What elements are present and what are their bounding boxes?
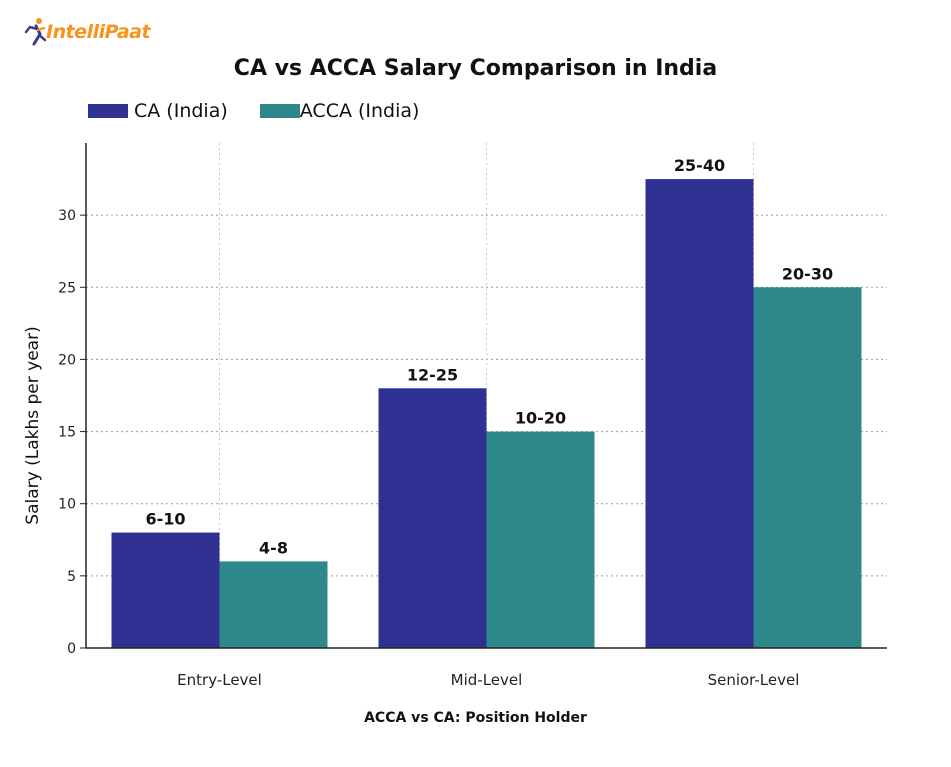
- bar-ca: [378, 388, 487, 648]
- running-person-logo-icon: [24, 18, 47, 46]
- legend-item-acca: ACCA (India): [259, 100, 420, 122]
- x-axis-title: ACCA vs CA: Position Holder: [364, 710, 587, 726]
- y-tick-label: 15: [58, 425, 76, 441]
- legend-swatch-acca: [259, 104, 300, 118]
- y-tick-label: 25: [58, 280, 76, 296]
- legend: CA (India) ACCA (India): [88, 100, 419, 122]
- bar-value-label: 20-30: [782, 264, 833, 283]
- bar-value-label: 10-20: [515, 409, 566, 428]
- legend-label-acca: ACCA (India): [299, 100, 420, 122]
- bar-value-label: 4-8: [259, 538, 288, 557]
- bar-ca: [645, 179, 754, 649]
- y-tick-label: 5: [67, 569, 76, 585]
- bar-value-label: 25-40: [674, 156, 725, 175]
- legend-swatch-ca: [88, 104, 128, 118]
- bar-acca: [486, 431, 595, 648]
- y-tick-label: 20: [58, 352, 76, 368]
- y-tick-label: 30: [58, 208, 76, 224]
- brand-name: IntelliPaat: [46, 21, 151, 43]
- x-tick-label: Mid-Level: [451, 671, 523, 689]
- legend-label-ca: CA (India): [134, 100, 228, 122]
- x-tick-label: Entry-Level: [177, 671, 262, 689]
- intellipaat-logo: IntelliPaat: [22, 14, 151, 50]
- bar-value-label: 12-25: [407, 365, 458, 384]
- y-axis-title: Salary (Lakhs per year): [23, 326, 43, 524]
- bar-value-label: 6-10: [145, 510, 185, 529]
- legend-item-ca: CA (India): [88, 100, 228, 122]
- y-tick-label: 10: [58, 497, 76, 513]
- y-tick-label: 0: [67, 641, 76, 657]
- bar-acca: [753, 287, 862, 648]
- chart-title: CA vs ACCA Salary Comparison in India: [233, 56, 718, 81]
- bar-acca: [219, 561, 328, 648]
- bar-ca: [111, 532, 220, 648]
- x-tick-label: Senior-Level: [708, 671, 800, 689]
